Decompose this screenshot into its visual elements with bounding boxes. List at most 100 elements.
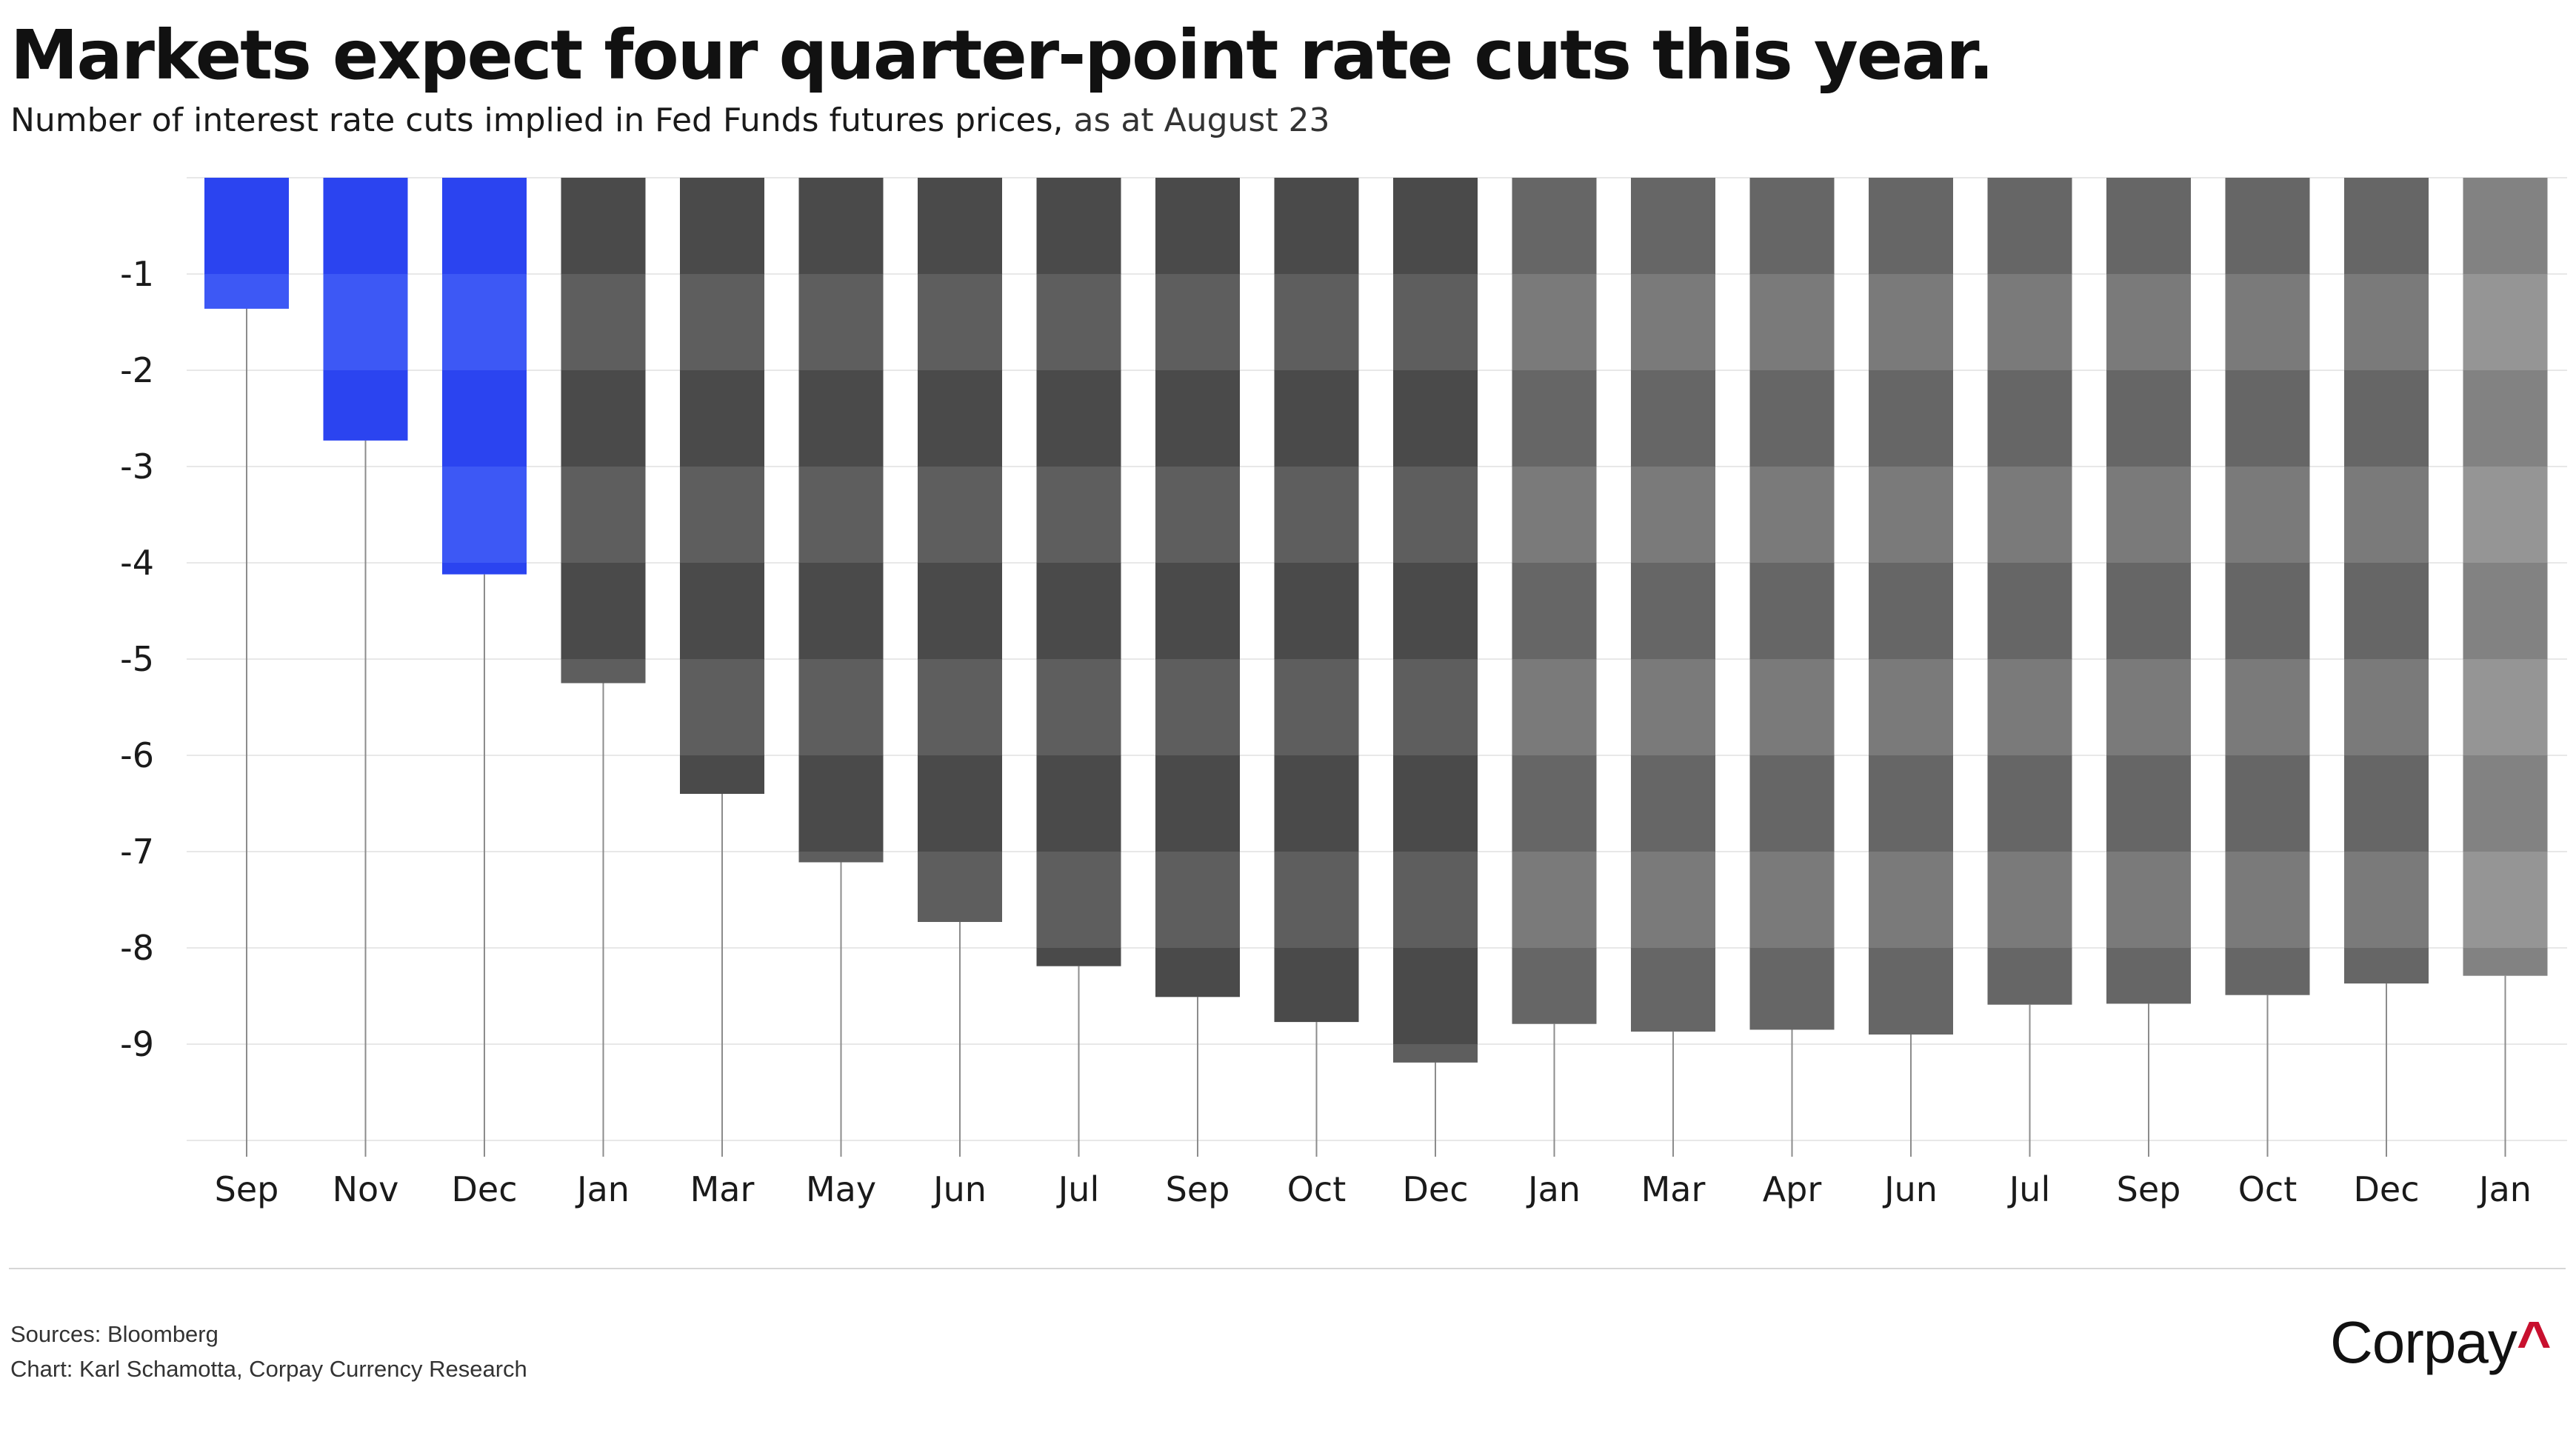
bar-band [1036, 659, 1121, 755]
bar-chart: -1 -2 -3 -4 -5 -6 -7 -8 -9 Sep Nov Dec Jan Mar May Jun J… [120, 177, 2567, 1209]
y-tick-label: -6 [120, 735, 154, 775]
bar-band [2463, 852, 2548, 948]
bar-band [1749, 274, 1835, 370]
bar-band [2463, 467, 2548, 563]
y-tick-label: -1 [120, 254, 154, 294]
footer-credit: Chart: Karl Schamotta, Corpay Currency R… [10, 1356, 527, 1382]
x-tick-label: Sep [2117, 1169, 2181, 1209]
x-tick-label: Jan [2477, 1169, 2532, 1209]
bar-band [1393, 467, 1478, 563]
bar [1036, 178, 1121, 966]
bar-band [918, 467, 1002, 563]
x-tick-label: Jul [2007, 1169, 2051, 1209]
bar-band [1631, 659, 1715, 755]
bar-band [2225, 659, 2310, 755]
bar [1987, 178, 2072, 1005]
bar [442, 178, 527, 575]
bar-band [1512, 274, 1597, 370]
bar [1749, 178, 1835, 1030]
bar-band [1987, 852, 2072, 948]
y-tick-label: -5 [120, 639, 154, 679]
chart-subtitle: Number of interest rate cuts implied in … [10, 95, 1330, 147]
x-tick-label: Oct [1287, 1169, 1347, 1209]
bar-band [1036, 852, 1121, 948]
bar [798, 178, 884, 863]
bar-band [918, 274, 1002, 370]
bar [918, 178, 1002, 922]
bar-band [1036, 467, 1121, 563]
bar [1512, 178, 1597, 1024]
bar-band [1987, 659, 2072, 755]
bar-band [2106, 852, 2191, 948]
bar-band [561, 274, 646, 370]
y-axis: -1 -2 -3 -4 -5 -6 -7 -8 -9 [120, 254, 154, 1064]
bar-band [1631, 467, 1715, 563]
bar-band [2225, 274, 2310, 370]
y-tick-label: -8 [120, 928, 154, 968]
x-tick-label: Oct [2238, 1169, 2298, 1209]
bar-band [2225, 467, 2310, 563]
bar-band [1749, 852, 1835, 948]
bar-band [442, 467, 527, 563]
bar-band [1155, 852, 1240, 948]
y-tick-label: -9 [120, 1024, 154, 1064]
bar-band [2344, 467, 2429, 563]
bar-band [2463, 659, 2548, 755]
y-tick-label: -3 [120, 447, 154, 487]
bar-band [561, 467, 646, 563]
corpay-logo: Corpay^ [2330, 1302, 2552, 1383]
bar-band [918, 659, 1002, 755]
bar-band [323, 274, 408, 370]
y-tick-label: -2 [120, 350, 154, 390]
x-tick-label: Jun [1882, 1169, 1938, 1209]
bar-band [1274, 467, 1359, 563]
x-tick-label: Apr [1763, 1169, 1822, 1209]
bar-band [2106, 659, 2191, 755]
bar-band [1869, 467, 1953, 563]
bar-band [1869, 852, 1953, 948]
bar-band [1631, 852, 1715, 948]
bar-band [1393, 1044, 1478, 1063]
footer-sources: Sources: Bloomberg [10, 1321, 218, 1347]
bar-band [1393, 852, 1478, 948]
bar-band [1274, 659, 1359, 755]
bar-rect [561, 178, 646, 684]
bar-band [1512, 467, 1597, 563]
y-tick-label: -4 [120, 543, 154, 583]
bar-band [2106, 274, 2191, 370]
y-tick-label: -7 [120, 832, 154, 872]
bar [2344, 178, 2429, 984]
subtitle-date: as at August 23 [1073, 101, 1330, 139]
bar-band [798, 274, 884, 370]
bar [1393, 178, 1478, 1063]
bar [1155, 178, 1240, 997]
bars [204, 178, 2548, 1063]
bar-band [1512, 659, 1597, 755]
bar-band [1274, 274, 1359, 370]
bar-band [1155, 274, 1240, 370]
bar-band [2344, 274, 2429, 370]
x-tick-label: Dec [1402, 1169, 1468, 1209]
bar-band [1512, 852, 1597, 948]
bar [2106, 178, 2191, 1004]
x-tick-label: Mar [1641, 1169, 1706, 1209]
bar [561, 178, 646, 684]
bar [2225, 178, 2310, 995]
chart-title: Markets expect four quarter-point rate c… [10, 16, 1994, 95]
bar-band [798, 467, 884, 563]
bar-band [1036, 274, 1121, 370]
bar-band [1631, 274, 1715, 370]
bar-band [204, 274, 289, 309]
bar-band [1155, 467, 1240, 563]
bar-band [680, 274, 764, 370]
gridlines [187, 177, 2567, 1141]
logo-caret-icon: ^ [2516, 1309, 2552, 1375]
bar-band [1155, 659, 1240, 755]
bar-band [1869, 274, 1953, 370]
bar [1869, 178, 1953, 1035]
x-tick-label: Jul [1056, 1169, 1100, 1209]
bar [204, 178, 289, 309]
bar-band [1393, 274, 1478, 370]
bar [323, 178, 408, 441]
bar-band [2463, 274, 2548, 370]
